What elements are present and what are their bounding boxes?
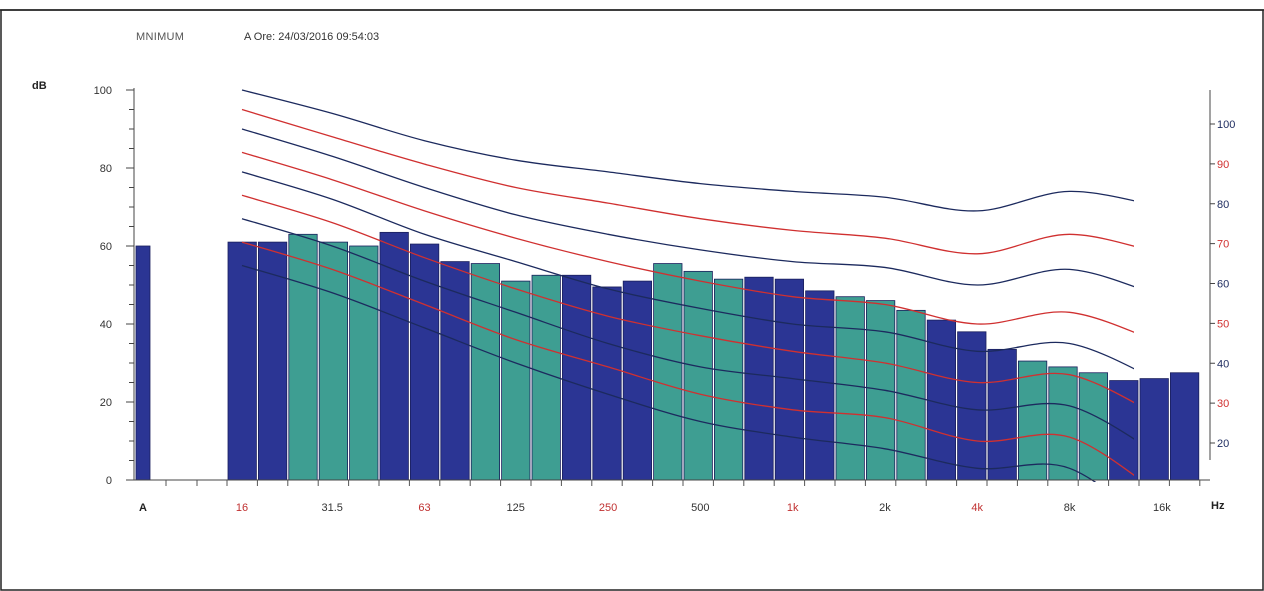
nr-tick-label: 20: [1217, 438, 1229, 450]
band-bar: [926, 319, 957, 481]
nr-curve: [241, 264, 1097, 482]
nr-curve: [241, 194, 1134, 404]
x-tick-label: 250: [599, 502, 617, 514]
nr-curve: [241, 89, 1134, 212]
axes: 0 20 40 60 80 100 100 90 80 70 60 50 40 30 20 A 16 31.5 63…: [94, 85, 1236, 514]
band-bar: [1018, 360, 1048, 481]
nr-tick-label: 50: [1217, 318, 1229, 330]
y-tick-label: 40: [100, 319, 112, 331]
band-bar: [1109, 380, 1139, 481]
x-tick-label: 4k: [971, 502, 983, 514]
band-bar: [288, 233, 318, 481]
y-tick-label: 60: [100, 241, 112, 253]
band-bar: [622, 280, 653, 481]
nr-tick-label: 80: [1217, 199, 1229, 211]
y-tick-label: 80: [100, 163, 112, 175]
band-bar: [1048, 366, 1078, 481]
nr-curve: [241, 108, 1134, 255]
nr-tick-label: 70: [1217, 239, 1229, 251]
nr-tick-label: 90: [1217, 159, 1229, 171]
band-bar: [257, 241, 288, 481]
y-tick-label: 20: [100, 397, 112, 409]
y-axis-label: dB: [32, 80, 47, 92]
band-bar: [440, 261, 470, 481]
band-bar: [562, 274, 592, 481]
bar-a-weighted: [135, 245, 151, 481]
nr-tick-label: 60: [1217, 279, 1229, 291]
spectrum-bars: [135, 231, 1200, 481]
nr-curve: [241, 171, 1134, 370]
band-bar: [714, 278, 744, 481]
band-bar: [592, 286, 622, 481]
x-tick-label: 125: [507, 502, 525, 514]
band-bar: [866, 300, 896, 481]
band-bar: [683, 270, 713, 481]
measure-mode: MNIMUM: [136, 31, 185, 43]
nr-curves: [241, 89, 1134, 482]
band-bar: [470, 263, 501, 481]
y-tick-label: 0: [106, 475, 112, 487]
x-tick-label: 500: [691, 502, 709, 514]
band-bar: [1170, 372, 1200, 481]
x-tick-label: 31.5: [321, 502, 342, 514]
x-tick-label: 1k: [787, 502, 799, 514]
nr-curve: [241, 218, 1134, 440]
nr-tick-label: 40: [1217, 358, 1229, 370]
nr-tick-label: 30: [1217, 398, 1229, 410]
x-tick-label: 16k: [1153, 502, 1171, 514]
x-tick-label: 16: [236, 502, 248, 514]
nr-curve: [241, 128, 1134, 288]
nr-curve: [241, 241, 1134, 477]
x-tick-label: 63: [418, 502, 430, 514]
band-bar: [957, 331, 987, 481]
nr-curve: [241, 151, 1134, 333]
band-bar: [227, 241, 257, 481]
band-bar: [318, 241, 349, 481]
x-tick-label: 2k: [879, 502, 891, 514]
band-bar: [835, 296, 865, 481]
band-bar: [653, 263, 683, 481]
band-bar: [987, 348, 1017, 481]
y-tick-label: 100: [94, 85, 112, 97]
x-axis-unit: Hz: [1211, 500, 1225, 512]
band-bar: [501, 280, 531, 481]
band-bar: [409, 243, 440, 481]
band-bar: [744, 276, 774, 481]
x-tick-label: 8k: [1064, 502, 1076, 514]
band-bar: [1078, 372, 1108, 481]
measure-timestamp: A Ore: 24/03/2016 09:54:03: [244, 31, 380, 43]
nr-tick-label: 100: [1217, 119, 1235, 131]
band-bar: [805, 290, 835, 481]
band-bar: [1139, 378, 1169, 481]
x-tick-label: A: [139, 502, 147, 514]
